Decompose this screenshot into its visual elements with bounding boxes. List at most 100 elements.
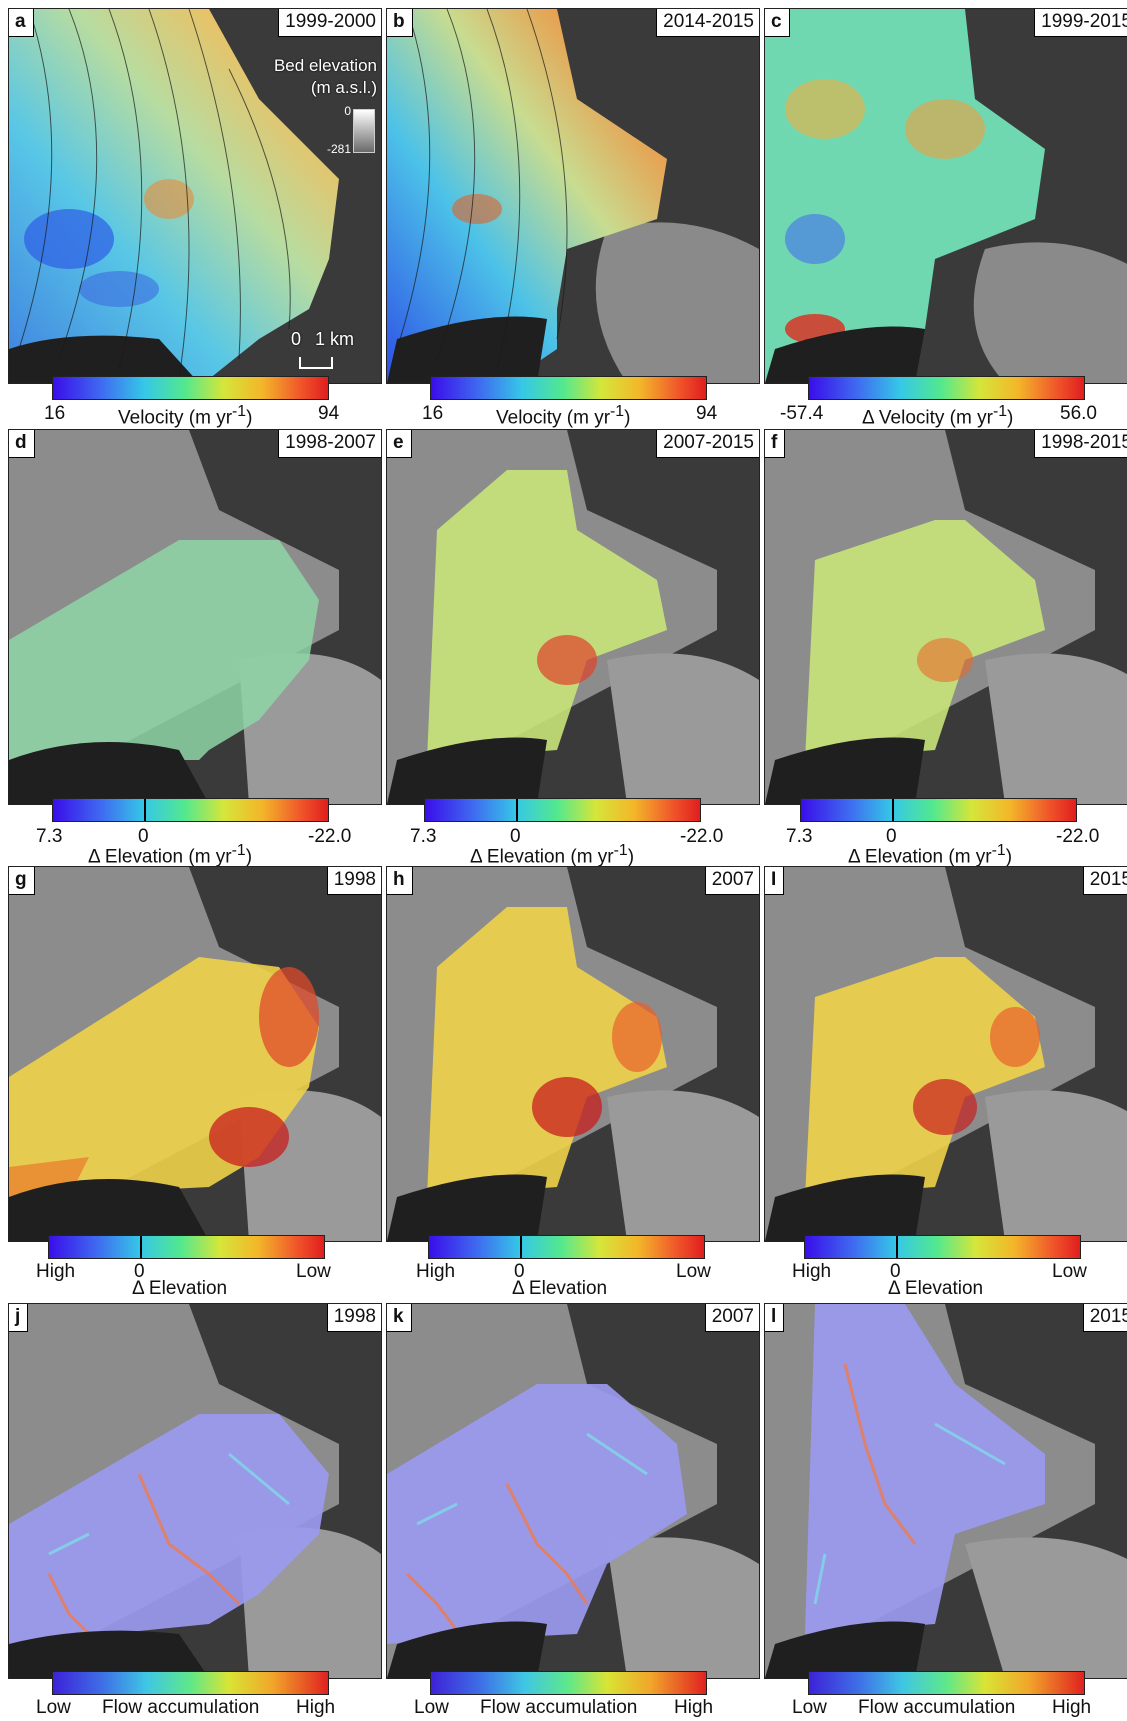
bed-legend-max: 0 bbox=[344, 104, 351, 118]
elevation-map-image bbox=[387, 867, 759, 1241]
velocity-colorbar bbox=[52, 376, 329, 400]
colorbar-max: High bbox=[674, 1697, 714, 1718]
colorbar-min: Low bbox=[36, 1697, 71, 1718]
period-label: 2007-2015 bbox=[656, 430, 759, 458]
colorbar-max: 56.0 bbox=[1060, 403, 1097, 424]
panel-b: b 2014-2015 bbox=[386, 8, 760, 384]
velocity-change-colorbar bbox=[808, 376, 1085, 400]
colorbar-zero: 0 bbox=[138, 826, 149, 847]
velocity-change-map-image bbox=[765, 9, 1127, 383]
panel-label: f bbox=[765, 430, 786, 458]
colorbar-min: High bbox=[792, 1261, 832, 1282]
period-label: 2015 bbox=[1082, 867, 1127, 895]
scale-one: 1 km bbox=[315, 329, 355, 349]
flow-accumulation-colorbar bbox=[808, 1671, 1085, 1695]
elevation-colorbar bbox=[48, 1235, 325, 1259]
colorbar-min: 16 bbox=[44, 403, 66, 424]
panel-d: d 1998-2007 bbox=[8, 429, 382, 805]
colorbar-title-text: Δ Elevation (m yr bbox=[470, 846, 614, 868]
colorbar-title: Δ Elevation (m yr-1) bbox=[848, 842, 1012, 868]
colorbar-title: Δ Velocity (m yr-1) bbox=[862, 403, 1013, 429]
colorbar-max: Low bbox=[1052, 1261, 1087, 1282]
period-label: 1998-2015 bbox=[1034, 430, 1127, 458]
elevation-change-map-image bbox=[387, 430, 759, 804]
bed-elevation-legend: Bed elevation (m a.s.l.) bbox=[274, 55, 377, 99]
colorbar-title: Flow accumulation bbox=[102, 1697, 260, 1718]
period-label: 2007 bbox=[704, 1304, 759, 1332]
panel-label: l bbox=[765, 1304, 785, 1332]
elevation-change-map-image bbox=[9, 430, 381, 804]
colorbar-title-close: ) bbox=[624, 407, 631, 429]
panel-h: h 2007 bbox=[386, 866, 760, 1242]
zero-tick bbox=[520, 1236, 522, 1258]
period-label: 2007 bbox=[704, 867, 759, 895]
zero-tick bbox=[892, 799, 894, 821]
colorbar-zero: 0 bbox=[886, 826, 897, 847]
colorbar-max: -22.0 bbox=[308, 826, 352, 847]
period-label: 1998 bbox=[326, 867, 381, 895]
colorbar-title-close: ) bbox=[245, 846, 253, 868]
panel-label: I bbox=[765, 867, 785, 895]
scale-zero: 0 bbox=[291, 329, 302, 349]
colorbar-min: Low bbox=[792, 1697, 827, 1718]
panel-label: k bbox=[387, 1304, 412, 1332]
colorbar-zero: 0 bbox=[510, 826, 521, 847]
elevation-map-image bbox=[9, 867, 381, 1241]
elevation-map-image bbox=[765, 867, 1127, 1241]
colorbar-title: Δ Elevation bbox=[888, 1278, 984, 1299]
flow-accumulation-colorbar bbox=[52, 1671, 329, 1695]
colorbar-title: Δ Elevation (m yr-1) bbox=[470, 842, 634, 868]
colorbar-min: 7.3 bbox=[786, 826, 813, 847]
period-label: 1999-2000 bbox=[278, 9, 381, 37]
colorbar-title-close: ) bbox=[1007, 407, 1014, 429]
colorbar-title-exp: -1 bbox=[231, 842, 246, 859]
panel-a: a 1999-2000 Bed elevation (m a.s.l.) 0 -… bbox=[8, 8, 382, 384]
panel-e: e 2007-2015 bbox=[386, 429, 760, 805]
colorbar-min: High bbox=[416, 1261, 456, 1282]
colorbar-title-exp: -1 bbox=[232, 403, 247, 420]
elevation-colorbar bbox=[428, 1235, 705, 1259]
panel-i: I 2015 bbox=[764, 866, 1127, 1242]
colorbar-zero: 0 bbox=[890, 1261, 901, 1282]
colorbar-max: High bbox=[296, 1697, 336, 1718]
colorbar-title-exp: -1 bbox=[610, 403, 625, 420]
scale-bar bbox=[299, 357, 333, 369]
period-label: 1999-2015 bbox=[1034, 9, 1127, 37]
colorbar-title-exp: -1 bbox=[992, 403, 1008, 420]
colorbar-title: Velocity (m yr-1) bbox=[118, 403, 252, 429]
period-label: 2015 bbox=[1082, 1304, 1127, 1332]
elevation-change-colorbar bbox=[800, 798, 1077, 822]
colorbar-max: -22.0 bbox=[680, 826, 724, 847]
period-label: 2014-2015 bbox=[656, 9, 759, 37]
panel-f: f 1998-2015 bbox=[764, 429, 1127, 805]
bed-legend-unit: (m a.s.l.) bbox=[310, 78, 377, 97]
colorbar-title: Δ Elevation (m yr-1) bbox=[88, 842, 252, 868]
elevation-change-colorbar bbox=[52, 798, 329, 822]
panel-label: a bbox=[9, 9, 34, 37]
panel-label: j bbox=[9, 1304, 29, 1332]
colorbar-title: Δ Elevation bbox=[132, 1278, 228, 1299]
zero-tick bbox=[896, 1236, 898, 1258]
colorbar-title: Flow accumulation bbox=[480, 1697, 638, 1718]
colorbar-title: Velocity (m yr-1) bbox=[496, 403, 630, 429]
bed-elevation-bar bbox=[353, 109, 375, 153]
panel-g: g 1998 bbox=[8, 866, 382, 1242]
colorbar-max: -22.0 bbox=[1056, 826, 1100, 847]
colorbar-title-exp: -1 bbox=[991, 842, 1006, 859]
bed-legend-title: Bed elevation bbox=[273, 56, 377, 75]
zero-tick bbox=[144, 799, 146, 821]
panel-label: e bbox=[387, 430, 412, 458]
colorbar-max: Low bbox=[676, 1261, 711, 1282]
panel-label: c bbox=[765, 9, 790, 37]
panel-l: l 2015 bbox=[764, 1303, 1127, 1679]
elevation-change-colorbar bbox=[424, 798, 701, 822]
period-label: 1998 bbox=[326, 1304, 381, 1332]
panel-label: g bbox=[9, 867, 35, 895]
zero-tick bbox=[140, 1236, 142, 1258]
panel-label: d bbox=[9, 430, 35, 458]
zero-tick bbox=[516, 799, 518, 821]
colorbar-title: Δ Elevation bbox=[512, 1278, 608, 1299]
colorbar-min: 16 bbox=[422, 403, 444, 424]
colorbar-max: Low bbox=[296, 1261, 331, 1282]
bed-legend-min: -281 bbox=[326, 142, 351, 156]
